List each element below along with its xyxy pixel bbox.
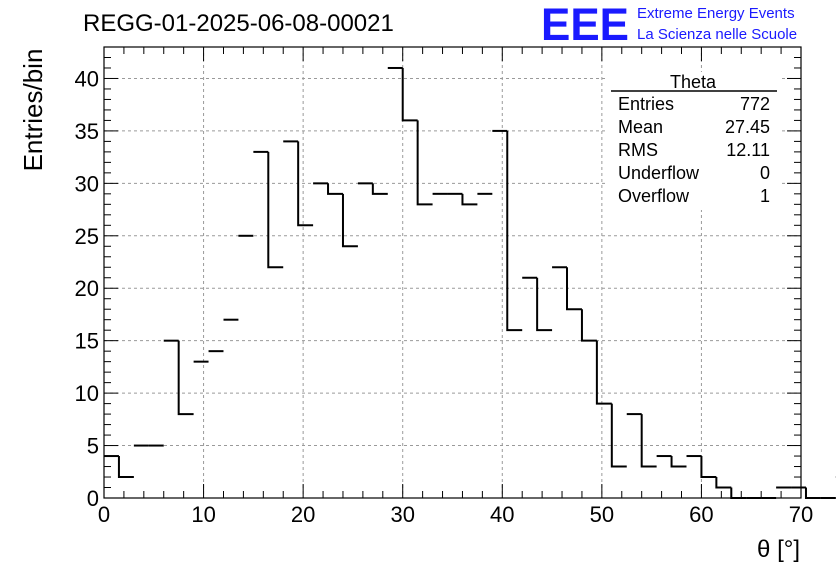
histogram-bin <box>731 488 746 498</box>
histogram-bin <box>612 404 627 467</box>
histogram-bin <box>701 456 716 477</box>
x-tick-label: 0 <box>98 502 110 527</box>
logo-line2: La Scienza nelle Scuole <box>637 26 797 43</box>
y-tick-label: 5 <box>87 434 99 459</box>
run-title: REGG-01-2025-06-08-00021 <box>83 10 394 37</box>
x-tick-label: 30 <box>390 502 414 527</box>
histogram-bin <box>403 68 418 120</box>
histogram-bin <box>597 341 612 404</box>
histogram-bin <box>582 309 597 340</box>
stats-value-rms: 12.11 <box>726 140 770 160</box>
histogram-bin <box>268 152 283 267</box>
y-tick-label: 30 <box>75 171 99 196</box>
y-tick-label: 35 <box>75 119 99 144</box>
logo-mark: EEE <box>541 0 629 50</box>
histogram-bin <box>179 341 194 414</box>
eee-logo: EEE Extreme Energy Events La Scienza nel… <box>541 0 797 50</box>
histogram-bin <box>119 456 134 477</box>
histogram-bin <box>537 278 552 330</box>
stats-title: Theta <box>670 72 717 92</box>
stats-label-mean: Mean <box>618 117 663 137</box>
stats-value-overflow: 1 <box>760 186 770 206</box>
histogram-bin <box>672 456 687 466</box>
y-axis-label: Entries/bin <box>18 49 48 172</box>
histogram-bin <box>642 414 657 466</box>
histogram-bin <box>806 488 821 498</box>
stats-value-entries: 772 <box>740 94 770 114</box>
x-axis-label: θ [°] <box>757 536 800 563</box>
x-tick-label: 50 <box>590 502 614 527</box>
histogram-bin <box>418 120 433 204</box>
y-tick-label: 10 <box>75 381 99 406</box>
y-tick-label: 25 <box>75 224 99 249</box>
x-tick-label: 20 <box>291 502 315 527</box>
y-tick-label: 20 <box>75 276 99 301</box>
histogram-bin <box>716 477 731 487</box>
x-tick-label: 60 <box>689 502 713 527</box>
stats-label-entries: Entries <box>618 94 674 114</box>
y-tick-label: 15 <box>75 329 99 354</box>
stats-box: Theta Entries 772 Mean 27.45 RMS 12.11 U… <box>608 72 780 210</box>
histogram-bin <box>343 194 358 246</box>
histogram-bin <box>507 131 522 330</box>
histogram-bin <box>462 194 477 204</box>
y-tick-label: 40 <box>75 66 99 91</box>
logo-line1: Extreme Energy Events <box>637 5 795 22</box>
stats-label-underflow: Underflow <box>618 163 700 183</box>
y-tick-label: 0 <box>87 486 99 511</box>
x-tick-label: 40 <box>490 502 514 527</box>
stats-label-rms: RMS <box>618 140 658 160</box>
histogram-bin <box>373 183 388 193</box>
stats-label-overflow: Overflow <box>618 186 690 206</box>
stats-value-mean: 27.45 <box>725 117 770 137</box>
x-tick-label: 70 <box>789 502 813 527</box>
stats-value-underflow: 0 <box>760 163 770 183</box>
x-tick-label: 10 <box>191 502 215 527</box>
histogram-bin <box>328 183 343 193</box>
